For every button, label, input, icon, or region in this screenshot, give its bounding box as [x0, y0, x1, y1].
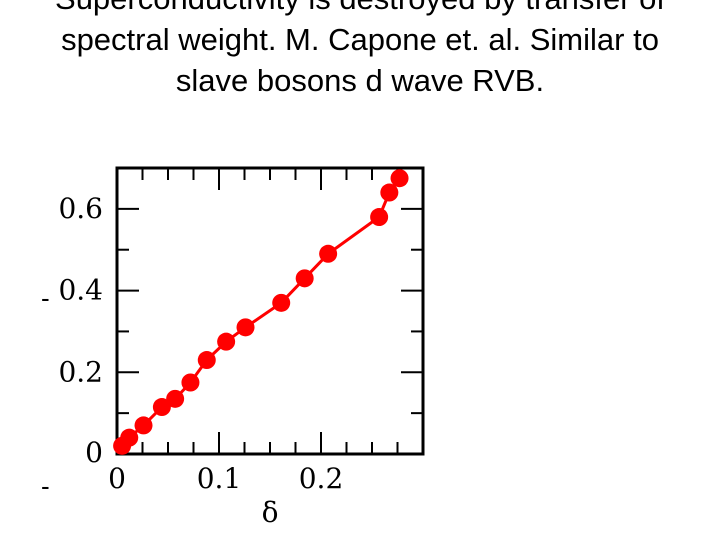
x-tick-label: 0	[108, 462, 126, 495]
x-axis-label: δ	[262, 496, 279, 529]
data-point	[390, 169, 409, 188]
data-point	[217, 332, 236, 351]
ticks-layer	[116, 167, 424, 455]
data-point	[295, 269, 314, 288]
slide-title: Superconductivity is destroyed by transf…	[55, 0, 665, 98]
data-point	[272, 293, 291, 312]
tick-labels-layer: 0 0.1 0.2 0 0.2 0.4 0.6	[58, 192, 343, 495]
x-tick-label: 0.1	[197, 462, 242, 495]
data-point	[134, 416, 153, 435]
data-point	[370, 208, 389, 227]
data-point	[197, 351, 216, 370]
bullet-dash-2: -	[41, 471, 50, 501]
data-point	[380, 183, 399, 202]
y-tick-label: 0.2	[58, 355, 103, 388]
y-tick-label: 0.6	[58, 192, 103, 225]
data-point	[120, 428, 139, 447]
bullet-dash-1: -	[41, 283, 50, 313]
data-point	[166, 389, 185, 408]
x-tick-label: 0.2	[299, 462, 344, 495]
series-layer	[113, 169, 409, 455]
y-tick-label: 0	[85, 436, 103, 469]
y-tick-label: 0.4	[58, 274, 103, 307]
data-point	[152, 398, 171, 417]
data-point	[181, 373, 200, 392]
data-point	[319, 244, 338, 263]
data-point	[236, 318, 255, 337]
